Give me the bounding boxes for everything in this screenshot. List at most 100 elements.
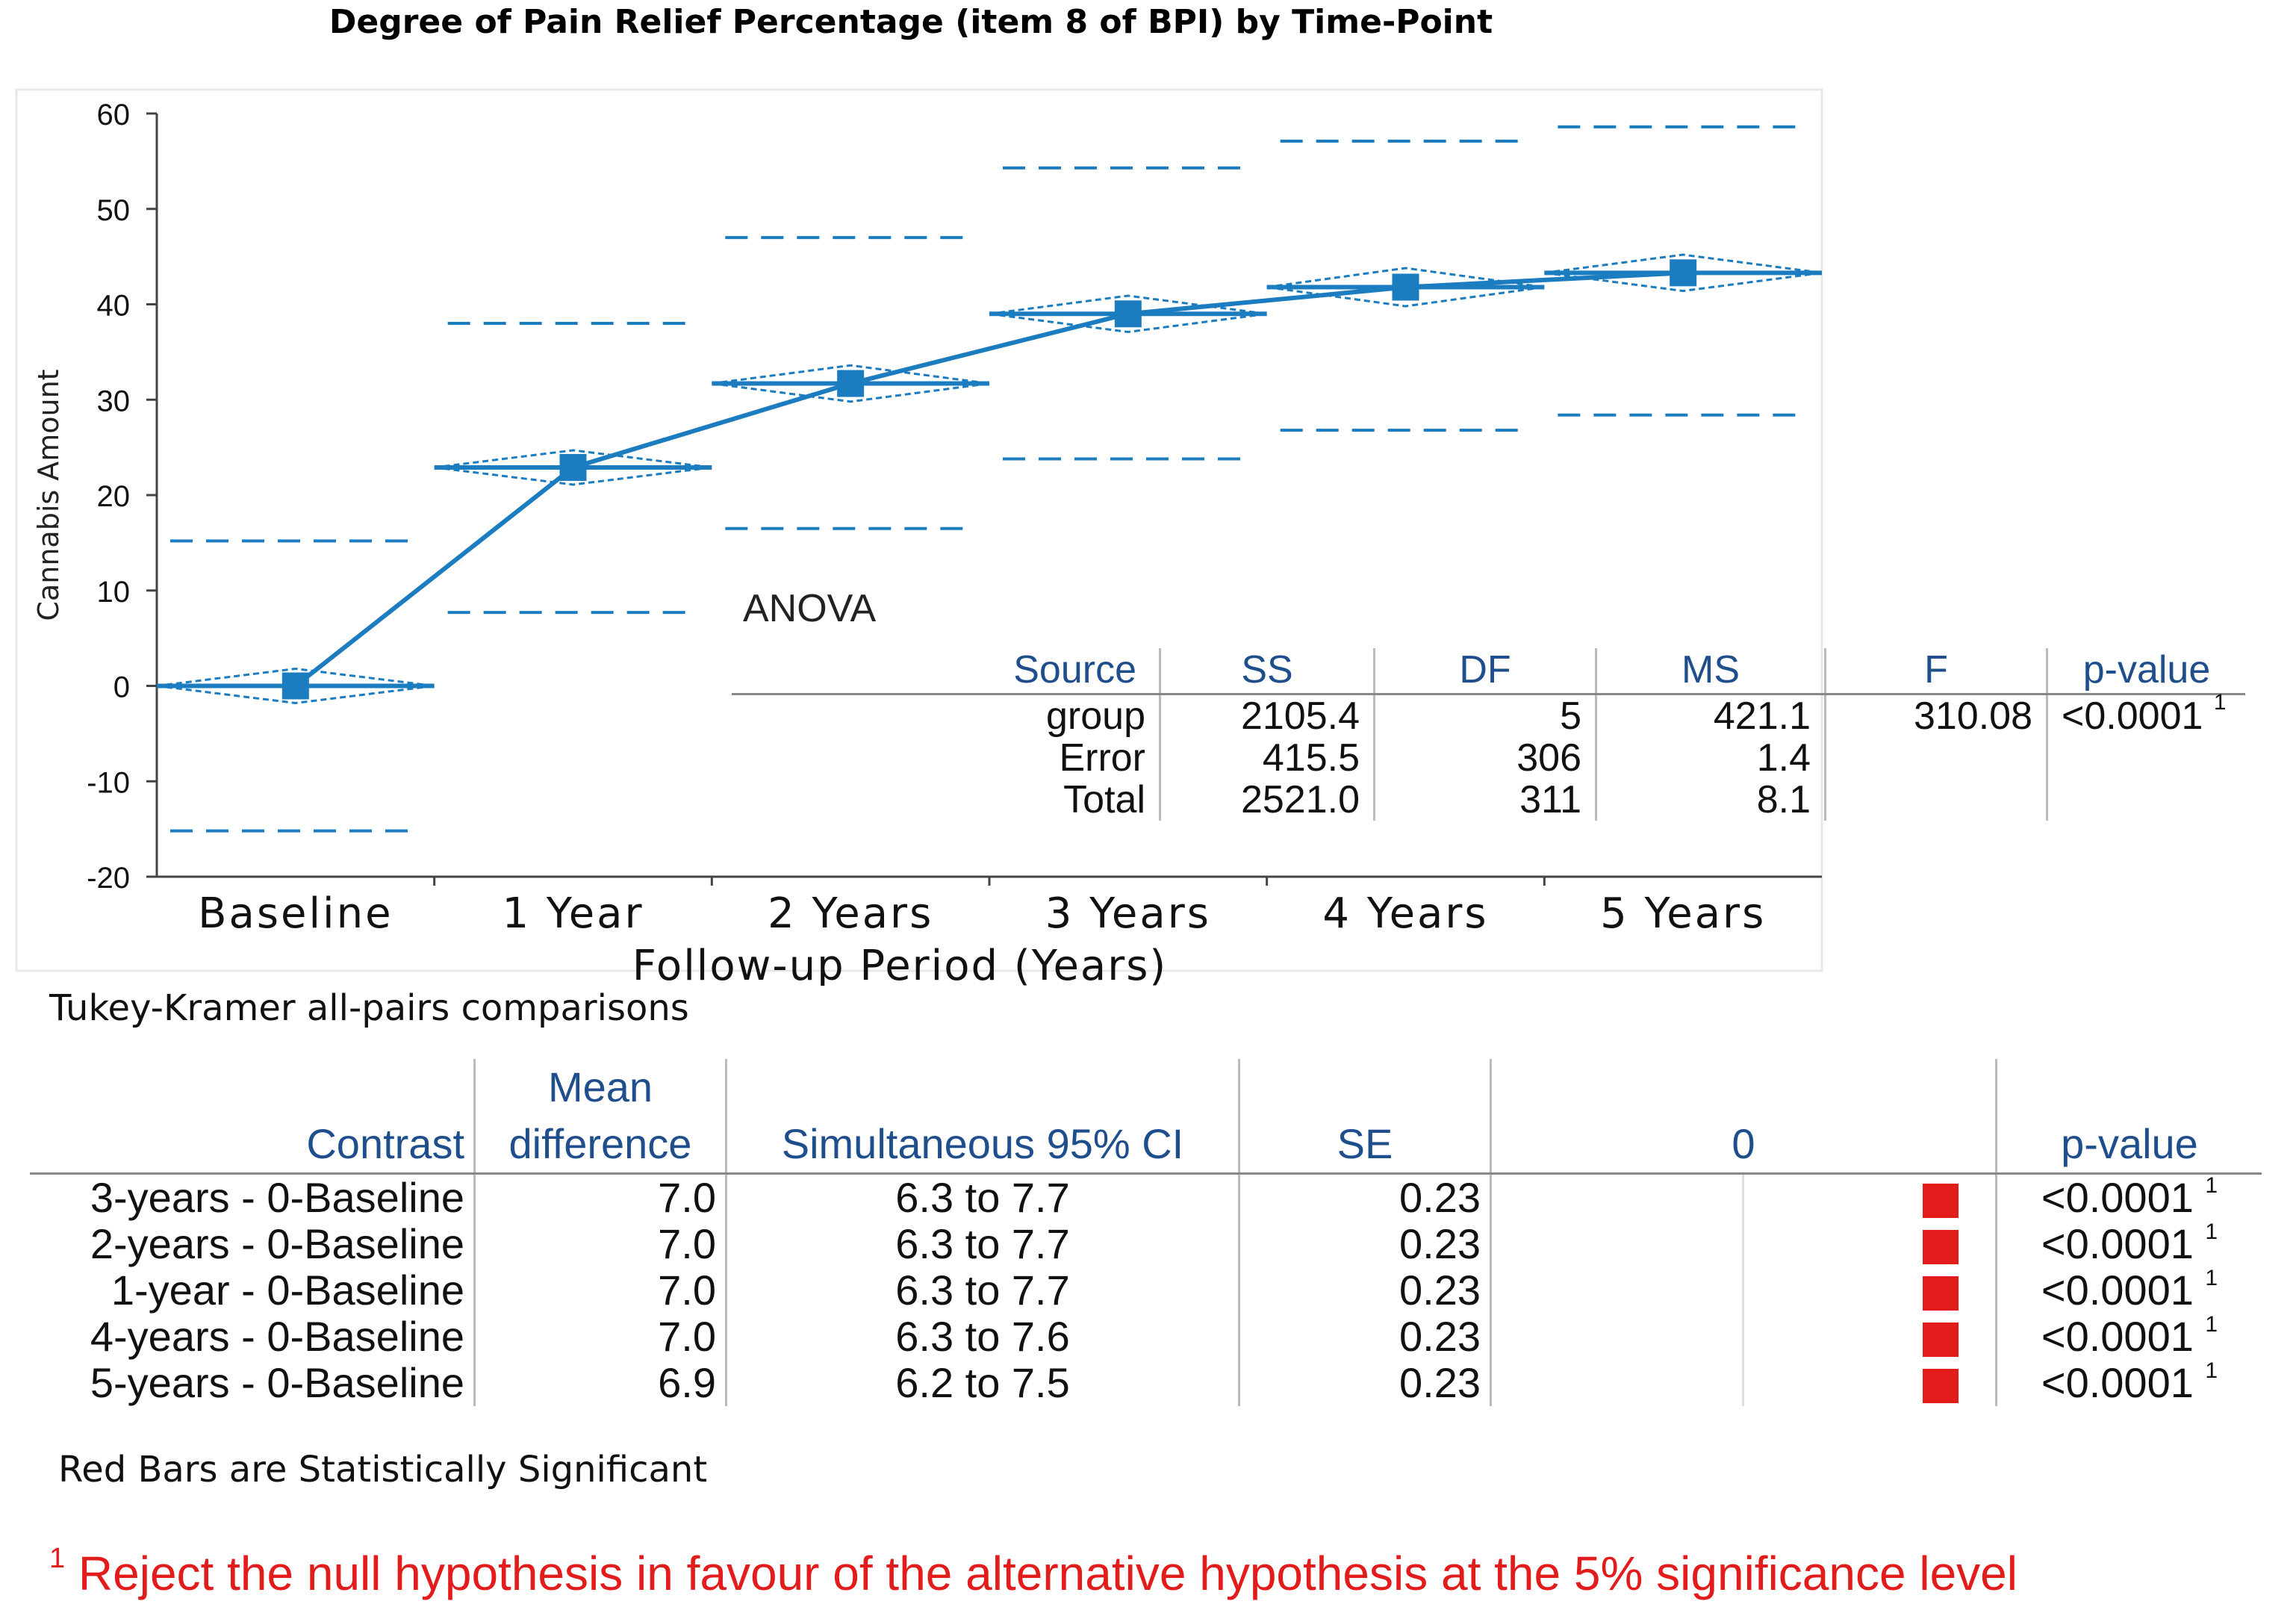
anova-header-source: Source bbox=[732, 648, 1161, 695]
anova-ss: 2105.4 bbox=[1160, 694, 1375, 737]
tukey-se: 0.23 bbox=[1239, 1267, 1492, 1314]
tukey-zero-cell bbox=[1490, 1267, 1997, 1314]
footnote-marker: 1 bbox=[2213, 690, 2227, 715]
tukey-mean-diff: 7.0 bbox=[474, 1314, 727, 1360]
footnote-marker: 1 bbox=[2205, 1266, 2218, 1290]
tukey-mean-diff: 7.0 bbox=[474, 1173, 727, 1221]
footnote: 1 Reject the null hypothesis in favour o… bbox=[49, 1543, 2017, 1601]
x-axis-label: Follow-up Period (Years) bbox=[632, 942, 1168, 986]
mean-marker bbox=[837, 370, 865, 397]
tukey-ci: 6.2 to 7.5 bbox=[726, 1360, 1240, 1406]
anova-header-p: p-value bbox=[2047, 648, 2245, 695]
y-axis-label: Cannabis Amount bbox=[32, 369, 65, 621]
anova-chart: 60 50 40 30 20 10 0 -10 -20 Baseline 1 Year 2 Years… bbox=[15, 88, 1823, 986]
tukey-p-value: <0.0001 bbox=[2041, 1359, 2194, 1406]
anova-df: 5 bbox=[1374, 694, 1597, 737]
tukey-p: <0.0001 1 bbox=[1997, 1360, 2262, 1406]
anova-p-value: <0.0001 bbox=[2062, 694, 2203, 738]
tukey-p-value: <0.0001 bbox=[2041, 1313, 2194, 1360]
tukey-ci: 6.3 to 7.7 bbox=[726, 1221, 1240, 1267]
tukey-header-mean-line1: Mean bbox=[547, 1063, 653, 1110]
tukey-contrast: 1-year - 0-Baseline bbox=[30, 1267, 476, 1314]
tukey-contrast: 4-years - 0-Baseline bbox=[30, 1314, 476, 1360]
anova-source: group bbox=[732, 694, 1161, 737]
tukey-ci: 6.3 to 7.7 bbox=[726, 1267, 1240, 1314]
x-tick-label: 4 Years bbox=[1322, 889, 1488, 938]
anova-source: Total bbox=[732, 779, 1161, 821]
tukey-p: <0.0001 1 bbox=[1997, 1221, 2262, 1267]
tukey-mean-diff: 6.9 bbox=[474, 1360, 727, 1406]
ci-diamond bbox=[434, 449, 712, 486]
tukey-header-zero: 0 bbox=[1490, 1059, 1997, 1175]
footnote-marker: 1 bbox=[2205, 1173, 2218, 1198]
tukey-zero-cell bbox=[1490, 1360, 1997, 1406]
tukey-p-value: <0.0001 bbox=[2041, 1220, 2194, 1267]
tukey-p: <0.0001 1 bbox=[1997, 1314, 2262, 1360]
anova-p: <0.0001 1 bbox=[2047, 692, 2246, 738]
plot-frame bbox=[15, 88, 1823, 972]
significance-bar bbox=[1923, 1369, 1959, 1404]
tukey-contrast: 2-years - 0-Baseline bbox=[30, 1221, 476, 1267]
tukey-p-value: <0.0001 bbox=[2041, 1174, 2194, 1221]
mean-marker bbox=[1670, 259, 1697, 287]
mean-marker bbox=[1392, 273, 1419, 301]
tukey-zero-cell bbox=[1490, 1221, 1997, 1267]
footnote-marker: 1 bbox=[2205, 1358, 2218, 1383]
tukey-ci: 6.3 to 7.6 bbox=[726, 1314, 1240, 1360]
tukey-row: 2-years - 0-Baseline 7.0 6.3 to 7.7 0.23 <0.… bbox=[30, 1221, 2262, 1267]
tukey-p-value: <0.0001 bbox=[2041, 1267, 2194, 1314]
anova-header-df: DF bbox=[1374, 648, 1597, 695]
tukey-contrast: 3-years - 0-Baseline bbox=[30, 1173, 476, 1221]
footnote-marker: 1 bbox=[49, 1543, 66, 1574]
mean-marker bbox=[281, 672, 309, 700]
tukey-header-mean: Mean difference bbox=[474, 1059, 727, 1175]
anova-row: group 2105.4 5 421.1 310.08 <0.0001 1 bbox=[732, 692, 2246, 738]
anova-ms: 8.1 bbox=[1596, 779, 1826, 821]
ci-diamond bbox=[1266, 267, 1545, 308]
x-tick-label: 5 Years bbox=[1600, 889, 1766, 938]
anova-df: 311 bbox=[1374, 779, 1597, 821]
anova-ms: 421.1 bbox=[1596, 694, 1826, 737]
tukey-mean-diff: 7.0 bbox=[474, 1267, 727, 1314]
anova-row: Error 415.5 306 1.4 bbox=[732, 737, 2245, 779]
tukey-p: <0.0001 1 bbox=[1997, 1267, 2262, 1314]
tukey-header-p: p-value bbox=[1996, 1059, 2262, 1175]
tukey-header-contrast: Contrast bbox=[30, 1059, 476, 1175]
tukey-se: 0.23 bbox=[1239, 1221, 1492, 1267]
tukey-row: 4-years - 0-Baseline 7.0 6.3 to 7.6 0.23 <0.… bbox=[30, 1314, 2262, 1360]
tukey-table: Contrast Mean difference Simultaneous 95… bbox=[30, 1059, 2262, 1406]
y-tick-label: 20 bbox=[97, 480, 131, 513]
significance-bar bbox=[1923, 1184, 1959, 1219]
anova-f: 310.08 bbox=[1825, 694, 2048, 737]
footnote-marker: 1 bbox=[2205, 1312, 2218, 1337]
anova-row: Total 2521.0 311 8.1 bbox=[732, 779, 2245, 821]
anova-f bbox=[1825, 737, 2048, 779]
x-tick-label: 1 Year bbox=[503, 889, 644, 938]
x-tick-label: 3 Years bbox=[1045, 889, 1211, 938]
y-tick-label: 40 bbox=[97, 290, 131, 323]
tukey-header-ci: Simultaneous 95% CI bbox=[726, 1059, 1240, 1175]
tukey-ci: 6.3 to 7.7 bbox=[726, 1173, 1240, 1221]
chart-title: Degree of Pain Relief Percentage (item 8… bbox=[329, 3, 1493, 41]
significance-bar bbox=[1923, 1230, 1959, 1265]
ci-diamond bbox=[712, 364, 990, 403]
anova-p bbox=[2047, 779, 2246, 821]
y-tick-label: 0 bbox=[113, 671, 130, 704]
mean-marker bbox=[559, 453, 587, 481]
tukey-row: 5-years - 0-Baseline 6.9 6.2 to 7.5 0.23 <0.… bbox=[30, 1360, 2262, 1406]
ci-diamond bbox=[1544, 253, 1823, 293]
significance-bar bbox=[1923, 1276, 1959, 1311]
tukey-mean-diff: 7.0 bbox=[474, 1221, 727, 1267]
tukey-header-mean-line2: difference bbox=[508, 1120, 692, 1167]
tukey-zero-cell bbox=[1490, 1314, 1997, 1360]
tukey-se: 0.23 bbox=[1239, 1173, 1492, 1221]
anova-df: 306 bbox=[1374, 737, 1597, 779]
x-tick-label: 2 Years bbox=[768, 889, 933, 938]
mean-line bbox=[293, 270, 1684, 688]
x-tick-label: Baseline bbox=[198, 889, 393, 938]
y-tick-label: 30 bbox=[97, 385, 131, 417]
footnote-marker: 1 bbox=[2205, 1219, 2218, 1244]
ci-diamond bbox=[989, 294, 1267, 334]
anova-source: Error bbox=[732, 737, 1161, 779]
significance-bar bbox=[1923, 1323, 1959, 1358]
